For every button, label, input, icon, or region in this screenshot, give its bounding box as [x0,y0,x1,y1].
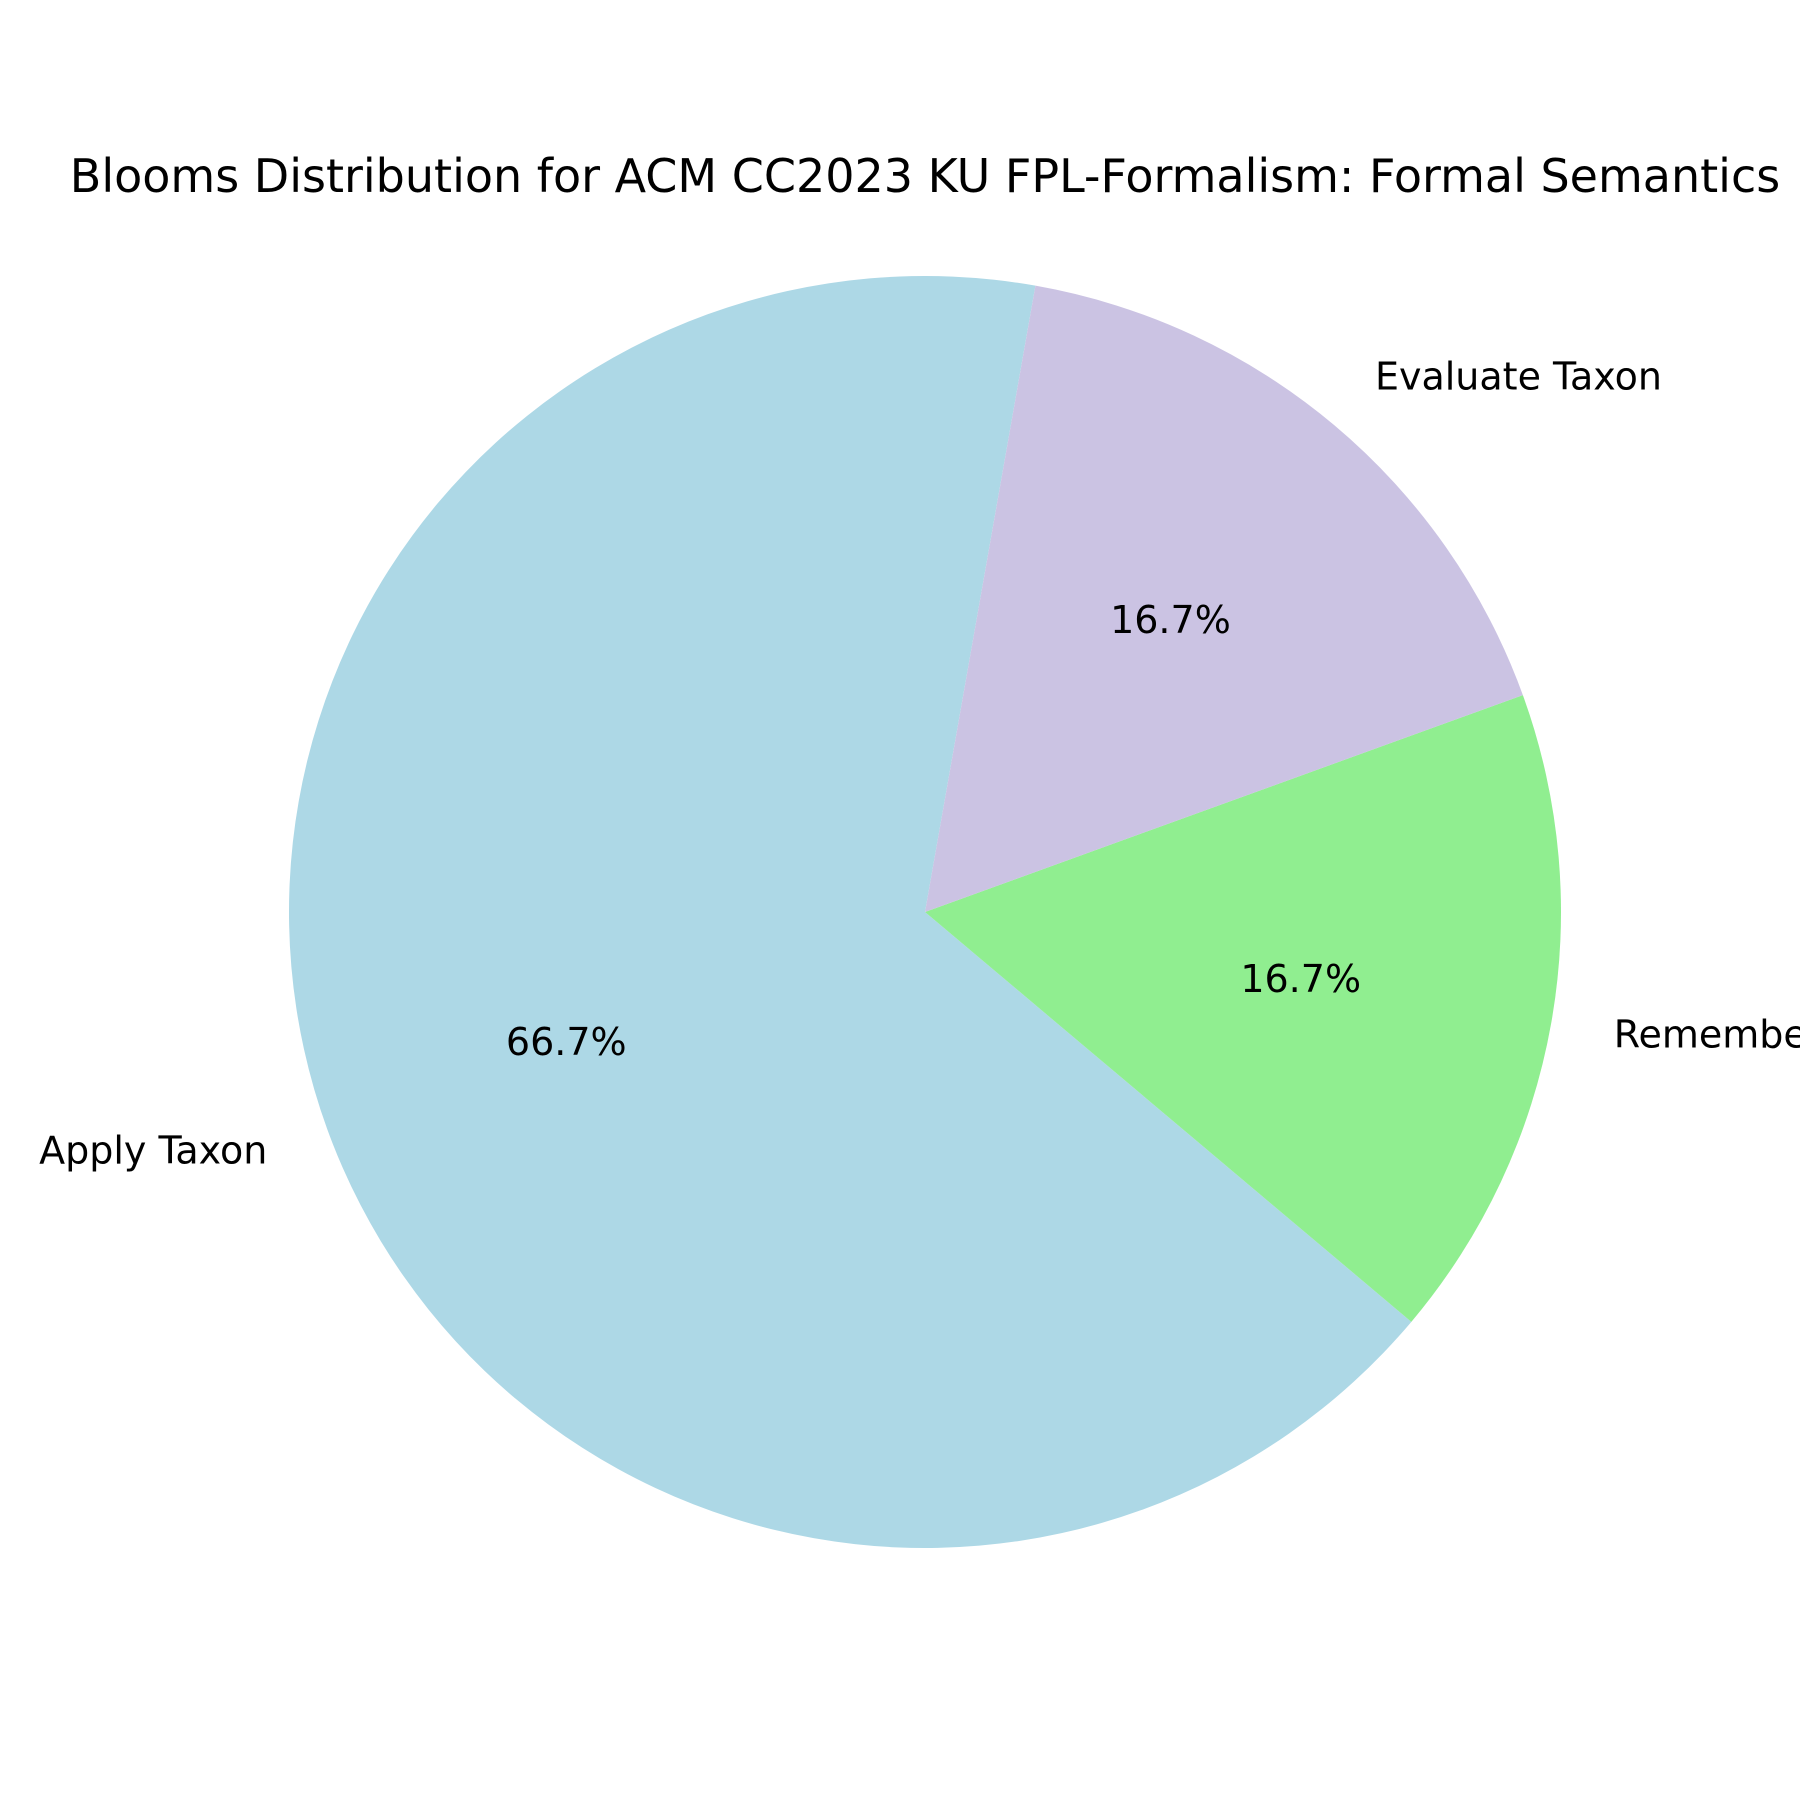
pie-slice-remember-taxon [925,695,1561,1322]
pie-percent-label: 16.7% [1240,957,1361,1001]
pie-slice-apply-taxon [288,276,1412,1549]
pie-percent-label: 66.7% [506,1020,627,1064]
pie-slice-label: Apply Taxon [39,1129,267,1173]
pie-slice-label: Remember Taxon [1614,1013,1800,1057]
pie-slices [288,276,1561,1549]
pie-slice-label: Evaluate Taxon [1375,354,1662,398]
chart-title: Blooms Distribution for ACM CC2023 KU FP… [70,149,1780,203]
pie-slice-evaluate-taxon [925,285,1523,913]
pie-percent-label: 16.7% [1110,598,1231,642]
pie-labels: 66.7% Apply Taxon 16.7% Remember Taxon 16.7%… [39,354,1800,1172]
